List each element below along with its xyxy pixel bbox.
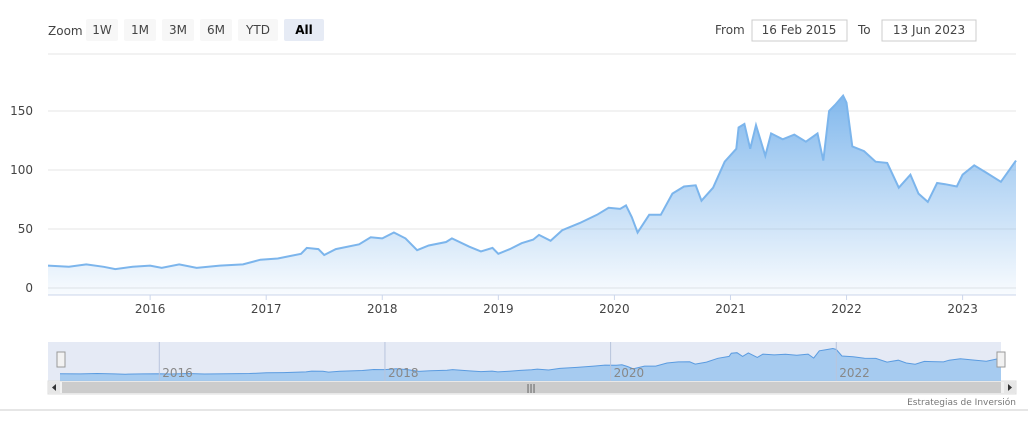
y-tick-label: 150 <box>10 104 33 118</box>
x-tick-label: 2023 <box>947 302 978 316</box>
credit: Estrategias de Inversión <box>907 397 1016 408</box>
y-tick-label: 100 <box>10 163 33 177</box>
x-tick-label: 2019 <box>483 302 514 316</box>
price-line <box>47 93 1017 271</box>
navigator-label: 2018 <box>388 366 419 380</box>
x-tick-label: 2022 <box>831 302 862 316</box>
zoom-button-label[interactable]: YTD <box>245 23 270 37</box>
zoom-button[interactable] <box>284 19 324 41</box>
zoom-button[interactable] <box>86 19 118 41</box>
navigator-handle[interactable] <box>996 351 1006 368</box>
zoom-button-label[interactable]: 6M <box>207 23 225 37</box>
to-label: To <box>857 23 871 37</box>
zoom-button[interactable] <box>238 19 278 41</box>
to-date[interactable]: 13 Jun 2023 <box>893 23 965 37</box>
zoom-button-label[interactable]: 1M <box>131 23 149 37</box>
arrow-left <box>52 384 56 391</box>
navigator-label: 2016 <box>162 366 193 380</box>
y-tick-label: 0 <box>25 281 33 295</box>
scrollbar-grip: ||| <box>526 384 535 394</box>
navigator-area <box>60 348 1001 381</box>
zoom-label: Zoom <box>48 24 83 38</box>
x-tick-label: 2021 <box>715 302 746 316</box>
from-input[interactable] <box>751 19 848 42</box>
zoom-button-label[interactable]: 1W <box>92 23 112 37</box>
x-tick-label: 2017 <box>251 302 282 316</box>
x-tick-label: 2016 <box>135 302 166 316</box>
to-input[interactable] <box>881 19 977 42</box>
navigator-line <box>59 347 1002 375</box>
y-tick-label: 50 <box>18 222 33 236</box>
zoom-button[interactable] <box>162 19 194 41</box>
area-fill <box>48 95 1016 295</box>
scrollbar-thumb[interactable] <box>62 382 1001 393</box>
zoom-button[interactable] <box>200 19 232 41</box>
zoom-button-label[interactable]: 3M <box>169 23 187 37</box>
from-date[interactable]: 16 Feb 2015 <box>762 23 837 37</box>
x-tick-label: 2018 <box>367 302 398 316</box>
zoom-button-label[interactable]: All <box>295 23 313 37</box>
navigator-label: 2020 <box>614 366 645 380</box>
navigator-label: 2022 <box>839 366 870 380</box>
arrow-right <box>1008 384 1012 391</box>
from-label: From <box>715 23 745 37</box>
navigator-handle[interactable] <box>56 351 66 368</box>
x-tick-label: 2020 <box>599 302 630 316</box>
zoom-button[interactable] <box>124 19 156 41</box>
